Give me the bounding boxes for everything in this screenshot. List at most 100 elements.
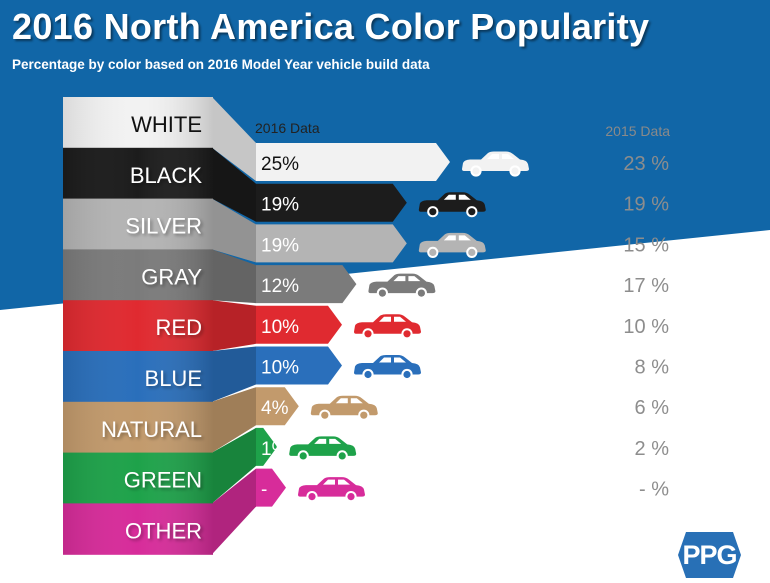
car-icon-white <box>462 151 529 177</box>
chart-subtitle: Percentage by color based on 2016 Model … <box>12 57 430 72</box>
bar-natural <box>256 387 299 426</box>
car-icon-other <box>298 477 365 503</box>
ribbon-shade-blue <box>212 346 256 402</box>
ribbon-green <box>212 427 256 504</box>
bar-green <box>256 427 278 466</box>
car-windows-white <box>487 154 514 159</box>
car-icon-blue <box>354 355 421 381</box>
value-2015-black: 19 % <box>623 194 669 216</box>
car-wheel-natural <box>321 411 329 419</box>
ribbon-other <box>212 468 256 555</box>
car-windows-silver <box>443 235 471 241</box>
value-2016-other: - <box>261 480 267 501</box>
tab-shade-white <box>63 97 213 149</box>
car-windows-red <box>379 316 406 322</box>
car-windows-green <box>314 438 342 444</box>
value-2015-blue: 8 % <box>635 357 670 379</box>
tab-shade-gray <box>63 249 213 301</box>
category-label-black: BLACK <box>130 163 202 188</box>
tab-shade-other <box>63 503 213 555</box>
value-2016-natural: 4% <box>261 398 289 419</box>
category-label-silver: SILVER <box>125 214 202 239</box>
tab-shade-red <box>63 300 213 352</box>
car-wheel-white <box>472 167 480 175</box>
ribbon-natural <box>212 387 256 453</box>
ribbon-shade-black <box>212 147 256 222</box>
car-wheel-blue <box>364 370 372 379</box>
category-label-other: OTHER <box>125 518 202 543</box>
car-windows-other <box>323 479 350 485</box>
bar-gray <box>256 265 357 304</box>
value-2015-natural: 6 % <box>635 397 670 419</box>
logo-text: PPG <box>682 540 737 570</box>
ribbon-gray <box>212 249 256 304</box>
value-2016-white: 25% <box>261 154 299 175</box>
value-2016-green: 1% <box>261 439 289 460</box>
category-label-gray: GRAY <box>141 264 202 289</box>
value-2015-other: - % <box>639 479 669 501</box>
bar-other <box>256 468 286 507</box>
car-wheel-silver <box>429 248 437 256</box>
category-label-natural: NATURAL <box>101 417 202 442</box>
tab-shade-green <box>63 452 213 504</box>
header-2016: 2016 Data <box>255 120 320 136</box>
tab-shade-black <box>63 147 213 200</box>
car-wheel-other <box>347 493 355 501</box>
car-icon-red <box>354 314 421 340</box>
car-wheel-blue <box>403 370 411 379</box>
logo-hexagon-icon <box>678 532 741 578</box>
value-2015-silver: 15 % <box>623 234 669 256</box>
ribbon-black <box>212 147 256 222</box>
car-windows-gray <box>393 276 421 282</box>
car-wheel-red <box>364 330 372 338</box>
car-wheel-white <box>511 167 519 175</box>
car-wheel-natural <box>360 411 368 419</box>
bar-blue <box>256 346 342 385</box>
chart-title: 2016 North America Color Popularity <box>12 6 650 47</box>
bar-white <box>256 143 450 181</box>
bar-red <box>256 305 342 344</box>
tab-shade-silver <box>63 198 213 250</box>
category-label-blue: BLUE <box>145 366 202 391</box>
car-icon-black <box>418 192 486 218</box>
car-wheel-black <box>429 208 437 216</box>
car-wheel-other <box>308 493 316 501</box>
bar-silver <box>256 224 407 263</box>
car-wheel-red <box>403 330 411 338</box>
car-wheel-silver <box>468 248 476 256</box>
car-windows-natural <box>335 398 363 404</box>
ribbon-blue <box>212 346 256 402</box>
value-2015-green: 2 % <box>635 438 670 460</box>
ribbon-white <box>212 97 256 181</box>
ribbon-red <box>212 300 256 351</box>
value-2015-gray: 17 % <box>623 275 669 297</box>
header-2015: 2015 Data <box>605 123 670 139</box>
value-2016-black: 19% <box>261 195 299 216</box>
car-icon-natural <box>310 395 378 421</box>
car-wheel-black <box>468 208 476 216</box>
ribbon-shade-gray <box>212 249 256 304</box>
car-windows-blue <box>379 357 406 363</box>
value-2016-red: 10% <box>261 317 299 338</box>
car-wheel-green <box>299 452 307 460</box>
car-wheel-gray <box>378 289 386 297</box>
ppg-logo: PPG <box>678 532 741 578</box>
tab-shade-blue <box>63 351 213 403</box>
car-windows-black <box>443 194 471 200</box>
car-icon-green <box>289 436 357 462</box>
ribbon-shade-other <box>212 468 256 555</box>
value-2016-gray: 12% <box>261 276 299 297</box>
ribbon-shade-natural <box>212 387 256 453</box>
ribbon-silver <box>212 198 256 263</box>
value-2015-red: 10 % <box>623 316 669 338</box>
ribbon-shade-red <box>212 300 256 351</box>
car-icon-gray <box>368 273 436 299</box>
car-wheel-green <box>338 452 346 460</box>
ribbon-shade-white <box>212 97 256 181</box>
ribbon-shade-green <box>212 427 256 504</box>
ribbon-shade-silver <box>212 198 256 263</box>
bar-black <box>256 183 407 222</box>
car-wheel-gray <box>417 289 425 297</box>
car-icon-silver <box>418 232 486 258</box>
